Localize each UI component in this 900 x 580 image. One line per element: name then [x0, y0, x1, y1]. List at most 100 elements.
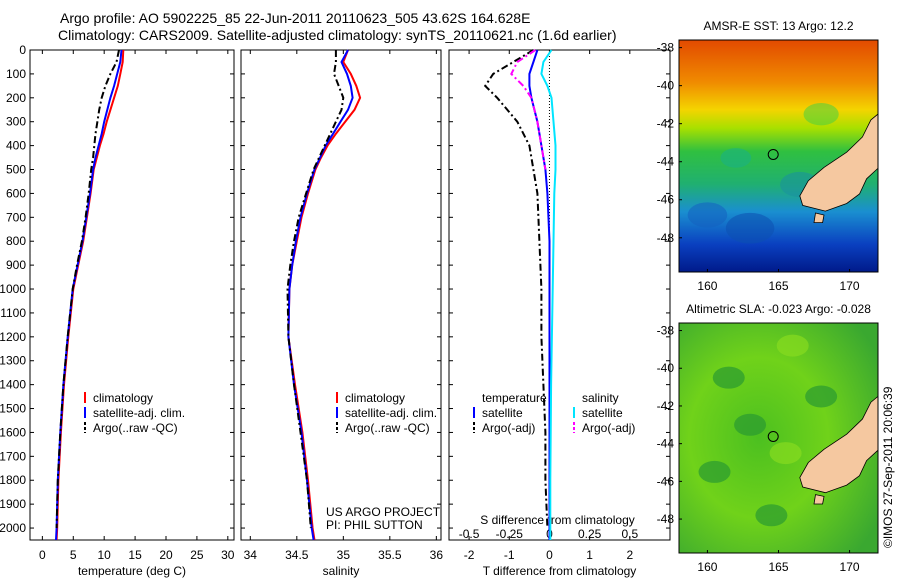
x-tick-label: 34: [244, 548, 258, 562]
lat-tick-label: -48: [657, 231, 675, 245]
x-tick-label: 35: [337, 548, 351, 562]
depth-tick-label: 700: [6, 210, 26, 224]
legend-label: climatology: [93, 391, 153, 405]
depth-tick-label: 2000: [0, 521, 26, 535]
legend-label: satellite: [582, 406, 623, 420]
profile-panel-3: -2 -1 0 1 2 T difference from climatology -0.5…: [448, 49, 671, 578]
lat-tick-label: -40: [657, 361, 675, 375]
x-tick-label: 2: [626, 548, 633, 562]
sla-patch: [805, 385, 838, 408]
x-tick-label: 35.5: [378, 548, 402, 562]
depth-tick-label: 1800: [0, 473, 26, 487]
lat-tick-label: -38: [657, 324, 675, 338]
lat-tick-label: -40: [657, 79, 675, 93]
lat-tick-label: -46: [657, 474, 675, 488]
legend-label: Argo(-adj): [482, 421, 535, 435]
lon-tick-label: 160: [697, 279, 717, 293]
sla-patch: [755, 504, 788, 527]
land-stewart-island: [813, 212, 825, 224]
lat-tick-label: -44: [657, 155, 675, 169]
sla-patch: [698, 460, 731, 483]
copyright-stamp: ©IMOS 27-Sep-2011 20:06:39: [881, 386, 895, 548]
plot-frame: [448, 49, 671, 541]
depth-tick-label: 1900: [0, 497, 26, 511]
map-field: [679, 323, 878, 553]
lat-tick-label: -38: [657, 41, 675, 55]
legend-label: climatology: [345, 391, 405, 405]
x-tick-label: 30: [221, 548, 235, 562]
lon-tick-label: 160: [697, 560, 717, 574]
lat-tick-label: -46: [657, 193, 675, 207]
depth-tick-label: 1500: [0, 402, 26, 416]
x-axis-label: salinity: [323, 564, 360, 578]
sst-patch: [720, 148, 752, 168]
profile-panel-2: 34 34.5 35 35.5 36 salinity climatologysatelli…: [240, 49, 443, 578]
lon-tick-label: 165: [768, 279, 788, 293]
depth-tick-label: 900: [6, 258, 26, 272]
salinity-diff-tick-label: 0.25: [578, 527, 602, 541]
lon-tick-label: 170: [840, 560, 860, 574]
series-line-2: [540, 49, 557, 540]
sst-patch: [687, 202, 728, 228]
x-tick-label: 15: [128, 548, 142, 562]
x-tick-label: 0: [546, 548, 553, 562]
legend-label: satellite-adj. clim.: [345, 406, 437, 420]
lat-tick-label: -44: [657, 437, 675, 451]
x-axis-label: temperature (deg C): [78, 564, 186, 578]
lon-tick-label: 170: [840, 279, 860, 293]
sst-patch: [725, 212, 775, 244]
header-line2: Climatology: CARS2009. Satellite-adjuste…: [58, 27, 616, 43]
lon-tick-label: 165: [768, 560, 788, 574]
lat-tick-label: -42: [657, 117, 675, 131]
sla-map: Altimetric SLA: -0.023 Argo: -0.028 -38 -4…: [657, 302, 879, 574]
profile-panels: 0100200300400500600700800900100011001200…: [0, 43, 671, 578]
map-title: AMSR-E SST: 13 Argo: 12.2: [703, 19, 853, 33]
plot-frame: [29, 49, 235, 541]
depth-tick-label: 1200: [0, 330, 26, 344]
project-annotation: US ARGO PROJECT: [326, 505, 441, 519]
depth-tick-label: 0: [19, 43, 26, 57]
legend-label: satellite-adj. clim.: [93, 406, 185, 420]
land-south-island: [799, 395, 878, 494]
depth-tick-label: 300: [6, 115, 26, 129]
x-tick-label: 34.5: [285, 548, 309, 562]
lat-tick-label: -42: [657, 399, 675, 413]
depth-tick-label: 200: [6, 91, 26, 105]
x-tick-label: -1: [504, 548, 515, 562]
x-tick-label: 10: [98, 548, 112, 562]
depth-tick-label: 800: [6, 234, 26, 248]
project-annotation: PI: PHIL SUTTON: [326, 518, 423, 532]
sla-patch: [769, 442, 802, 465]
depth-tick-label: 1000: [0, 282, 26, 296]
depth-tick-label: 600: [6, 186, 26, 200]
salinity-diff-tick-label: 0.5: [621, 527, 638, 541]
land-south-island: [799, 113, 878, 212]
x-tick-label: 25: [190, 548, 204, 562]
x-tick-label: 20: [159, 548, 173, 562]
series-line-2: [55, 49, 120, 529]
x-axis-label: T difference from climatology: [483, 564, 637, 578]
salinity-diff-tick-label: -0.25: [496, 527, 524, 541]
legend-header: salinity: [582, 391, 619, 405]
x-tick-label: 0: [39, 548, 46, 562]
x-tick-label: -2: [464, 548, 475, 562]
legend-label: Argo(..raw -QC): [93, 421, 178, 435]
sst-map: AMSR-E SST: 13 Argo: 12.2 -38 -40 -42 -44 -46…: [657, 19, 879, 293]
map-title: Altimetric SLA: -0.023 Argo: -0.028: [686, 302, 871, 316]
profile-panel-1: 0 5 10 15 20 25 30 temperature (deg C) climatolo…: [29, 49, 235, 578]
sla-patch: [734, 413, 767, 436]
legend-label: satellite: [482, 406, 523, 420]
sla-patch: [776, 334, 809, 357]
x-tick-label: 5: [70, 548, 77, 562]
legend-header: temperature: [482, 391, 547, 405]
depth-tick-label: 1700: [0, 449, 26, 463]
depth-tick-label: 1400: [0, 378, 26, 392]
land-stewart-island: [813, 494, 825, 505]
depth-tick-label: 500: [6, 163, 26, 177]
x-tick-label: 1: [586, 548, 593, 562]
depth-tick-label: 1600: [0, 425, 26, 439]
legend-label: Argo(-adj): [582, 421, 635, 435]
series-line-3: [510, 49, 547, 170]
legend-label: Argo(..raw -QC): [345, 421, 430, 435]
